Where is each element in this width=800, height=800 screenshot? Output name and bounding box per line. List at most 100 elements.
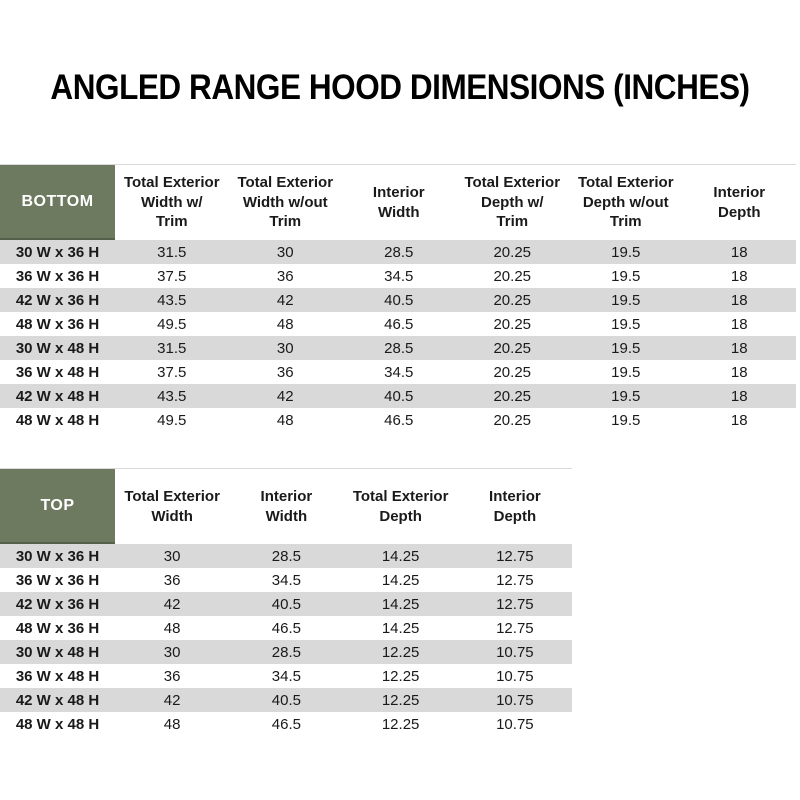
value-cell: 19.5 — [611, 363, 641, 381]
table-corner-label: BOTTOM — [0, 165, 115, 240]
value-cell: 30 — [228, 336, 342, 360]
value-cell: 42 — [228, 384, 342, 408]
value-cell: 10.75 — [496, 667, 534, 685]
row-label: 42 W x 36 H — [0, 288, 115, 312]
value-cell: 40.5 — [229, 592, 344, 616]
row-label: 48 W x 36 H — [15, 619, 100, 637]
value-cell: 34.5 — [271, 667, 301, 685]
row-label: 30 W x 36 H — [0, 544, 115, 568]
value-cell: 46.5 — [384, 315, 414, 333]
value-cell: 10.75 — [457, 688, 572, 712]
value-cell: 40.5 — [342, 384, 456, 408]
bottom-dimensions-table: BOTTOM Total Exterior Width w/ Trim Total … — [0, 164, 796, 432]
value-cell: 19.5 — [611, 411, 641, 429]
value-cell: 12.25 — [381, 715, 420, 733]
top-dimensions-table: TOP Total Exterior Width Interior Width Tot… — [0, 468, 572, 736]
value-cell: 34.5 — [271, 571, 301, 589]
value-cell: 12.75 — [496, 619, 534, 637]
value-cell: 12.75 — [457, 592, 572, 616]
column-header: Total Exterior Depth w/out Trim — [577, 173, 674, 231]
column-header: Total Exterior Depth w/ Trim — [464, 173, 561, 231]
value-cell: 37.5 — [157, 267, 187, 285]
row-label: 42 W x 48 H — [0, 688, 115, 712]
value-cell: 37.5 — [157, 363, 187, 381]
value-cell: 19.5 — [569, 384, 683, 408]
column-header: Interior Width — [372, 183, 425, 221]
value-cell: 48 — [276, 315, 294, 333]
value-cell: 20.25 — [493, 267, 532, 285]
column-header: Total Exterior Width — [124, 487, 220, 525]
row-label: 30 W x 48 H — [0, 336, 115, 360]
value-cell: 30 — [115, 544, 230, 568]
row-label: 48 W x 36 H — [15, 315, 100, 333]
value-cell: 14.25 — [343, 592, 458, 616]
row-label: 36 W x 48 H — [15, 667, 100, 685]
value-cell: 12.75 — [457, 544, 572, 568]
value-cell: 18 — [730, 411, 748, 429]
value-cell: 28.5 — [229, 544, 344, 568]
value-cell: 49.5 — [157, 411, 187, 429]
value-cell: 40.5 — [229, 688, 344, 712]
column-header: Interior Width — [260, 487, 313, 525]
value-cell: 20.25 — [455, 240, 569, 264]
row-label: 30 W x 36 H — [0, 240, 115, 264]
value-cell: 14.25 — [343, 544, 458, 568]
value-cell: 20.25 — [493, 411, 532, 429]
value-cell: 42 — [115, 592, 230, 616]
column-header: Total Exterior Width w/out Trim — [237, 173, 334, 231]
value-cell: 18 — [682, 336, 796, 360]
value-cell: 19.5 — [569, 336, 683, 360]
row-label: 36 W x 36 H — [15, 571, 100, 589]
value-cell: 28.5 — [229, 640, 344, 664]
column-header: Interior Depth — [713, 183, 766, 221]
value-cell: 19.5 — [569, 240, 683, 264]
row-label: 48 W x 48 H — [15, 715, 100, 733]
value-cell: 42 — [228, 288, 342, 312]
value-cell: 36 — [163, 571, 181, 589]
value-cell: 30 — [115, 640, 230, 664]
value-cell: 19.5 — [611, 267, 641, 285]
value-cell: 10.75 — [457, 640, 572, 664]
value-cell: 18 — [730, 363, 748, 381]
value-cell: 19.5 — [611, 315, 641, 333]
value-cell: 18 — [682, 384, 796, 408]
column-header: Interior Depth — [489, 487, 541, 525]
value-cell: 18 — [730, 267, 748, 285]
value-cell: 28.5 — [342, 336, 456, 360]
value-cell: 12.25 — [343, 640, 458, 664]
value-cell: 34.5 — [384, 267, 414, 285]
value-cell: 20.25 — [493, 363, 532, 381]
value-cell: 20.25 — [493, 315, 532, 333]
value-cell: 18 — [730, 315, 748, 333]
row-label: 36 W x 48 H — [15, 363, 100, 381]
value-cell: 20.25 — [455, 336, 569, 360]
value-cell: 46.5 — [384, 411, 414, 429]
value-cell: 36 — [276, 363, 294, 381]
value-cell: 12.75 — [496, 571, 534, 589]
value-cell: 40.5 — [342, 288, 456, 312]
value-cell: 31.5 — [115, 336, 229, 360]
value-cell: 12.25 — [343, 688, 458, 712]
value-cell: 18 — [682, 288, 796, 312]
row-label: 48 W x 48 H — [15, 411, 100, 429]
value-cell: 36 — [163, 667, 181, 685]
value-cell: 48 — [163, 619, 181, 637]
value-cell: 48 — [163, 715, 181, 733]
value-cell: 46.5 — [271, 619, 301, 637]
value-cell: 18 — [682, 240, 796, 264]
value-cell: 46.5 — [271, 715, 301, 733]
row-label: 36 W x 36 H — [15, 267, 100, 285]
value-cell: 14.25 — [381, 571, 420, 589]
value-cell: 31.5 — [115, 240, 229, 264]
value-cell: 48 — [276, 411, 294, 429]
value-cell: 36 — [276, 267, 294, 285]
column-header: Total Exterior Depth — [352, 487, 449, 525]
value-cell: 43.5 — [115, 288, 229, 312]
value-cell: 10.75 — [496, 715, 534, 733]
value-cell: 49.5 — [157, 315, 187, 333]
page-title: ANGLED RANGE HOOD DIMENSIONS (INCHES) — [50, 68, 750, 107]
row-label: 42 W x 36 H — [0, 592, 115, 616]
value-cell: 19.5 — [569, 288, 683, 312]
value-cell: 42 — [115, 688, 230, 712]
